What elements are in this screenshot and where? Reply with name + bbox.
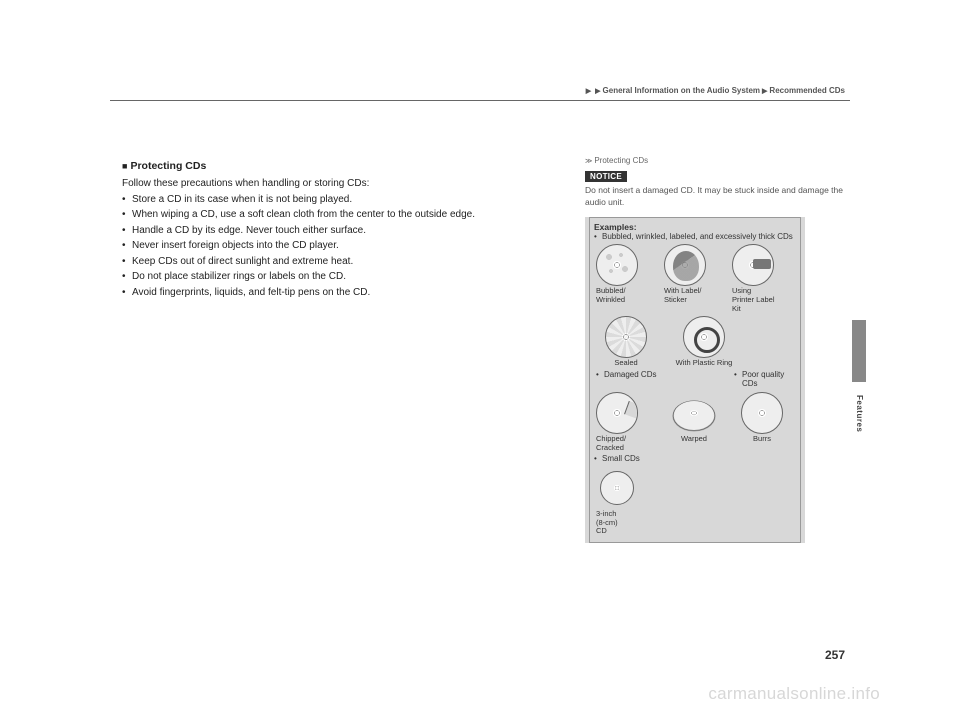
group-label: Small CDs — [594, 454, 796, 464]
cd-label: With Label/ Sticker — [664, 287, 702, 304]
cd-row: 3-inch (8-cm) CD — [594, 467, 796, 536]
cd-label: Sealed — [614, 359, 637, 368]
examples-box: Examples: Bubbled, wrinkled, labeled, an… — [585, 217, 805, 543]
section-title: ■Protecting CDs — [122, 158, 552, 174]
cd-label: Bubbled/ Wrinkled — [596, 287, 626, 304]
list-item: Store a CD in its case when it is not be… — [122, 192, 552, 208]
list-item: Avoid fingerprints, liquids, and felt-ti… — [122, 285, 552, 301]
notice-text: Do not insert a damaged CD. It may be st… — [585, 185, 850, 209]
chevron-right-icon: ▶ — [586, 87, 591, 95]
cd-item: Chipped/ Cracked — [596, 392, 656, 452]
notice-badge: NOTICE — [585, 171, 627, 182]
list-item: Handle a CD by its edge. Never touch eit… — [122, 223, 552, 239]
group-label: Poor quality CDs — [734, 370, 792, 389]
section-tab — [852, 320, 866, 382]
group-label: Bubbled, wrinkled, labeled, and excessiv… — [594, 232, 796, 242]
side-column: ≫Protecting CDs NOTICE Do not insert a d… — [585, 156, 850, 547]
group-label: Damaged CDs — [596, 370, 656, 389]
cd-sealed-icon — [605, 316, 647, 358]
section-title-text: Protecting CDs — [130, 160, 206, 172]
cd-row: Chipped/ Cracked Warped Burrs — [594, 392, 796, 452]
section-tab-label: Features — [855, 395, 864, 432]
cd-ring-icon — [683, 316, 725, 358]
square-bullet-icon: ■ — [122, 161, 127, 171]
cd-row: Bubbled/ Wrinkled With Label/ Sticker Us… — [594, 244, 796, 313]
list-item: Do not place stabilizer rings or labels … — [122, 269, 552, 285]
cd-bubbled-icon — [596, 244, 638, 286]
cd-label: Using Printer Label Kit — [732, 287, 775, 313]
cd-label: Warped — [681, 435, 707, 444]
cd-small-icon — [600, 471, 634, 505]
cd-item: Burrs — [732, 392, 792, 452]
cd-burrs-icon — [741, 392, 783, 434]
breadcrumb-part2: Recommended CDs — [769, 86, 845, 95]
main-column: ■Protecting CDs Follow these precautions… — [122, 158, 552, 300]
cd-sticker-icon — [664, 244, 706, 286]
list-item: When wiping a CD, use a soft clean cloth… — [122, 207, 552, 223]
side-heading-text: Protecting CDs — [594, 156, 648, 165]
cd-item: With Label/ Sticker — [664, 244, 724, 313]
list-item: Never insert foreign objects into the CD… — [122, 238, 552, 254]
intro-text: Follow these precautions when handling o… — [122, 176, 552, 192]
page-number: 257 — [825, 648, 845, 662]
examples-inner: Examples: Bubbled, wrinkled, labeled, an… — [589, 217, 801, 543]
cd-item: With Plastic Ring — [664, 316, 744, 368]
cd-item: Bubbled/ Wrinkled — [596, 244, 656, 313]
list-item: Keep CDs out of direct sunlight and extr… — [122, 254, 552, 270]
breadcrumb: ▶▶General Information on the Audio Syste… — [584, 86, 845, 95]
chevron-icon: ≫ — [585, 158, 592, 165]
cd-printer-icon — [732, 244, 774, 286]
watermark: carmanualsonline.info — [708, 684, 880, 704]
cd-chipped-icon — [596, 392, 638, 434]
cd-label: Chipped/ Cracked — [596, 435, 626, 452]
chevron-right-icon: ▶ — [595, 87, 600, 95]
cd-label: With Plastic Ring — [676, 359, 733, 368]
cd-label: 3-inch (8-cm) CD — [596, 510, 618, 536]
cd-item: Warped — [664, 392, 724, 452]
cd-item: 3-inch (8-cm) CD — [596, 467, 656, 536]
cd-item: Using Printer Label Kit — [732, 244, 792, 313]
cd-row: Sealed With Plastic Ring — [594, 316, 796, 368]
cd-label: Burrs — [753, 435, 771, 444]
group-row: Damaged CDs Poor quality CDs — [594, 370, 796, 389]
side-heading: ≫Protecting CDs — [585, 156, 850, 165]
breadcrumb-part1: General Information on the Audio System — [603, 86, 761, 95]
cd-warped-icon — [668, 401, 720, 432]
examples-title: Examples: — [594, 222, 796, 232]
precautions-list: Store a CD in its case when it is not be… — [122, 192, 552, 301]
cd-item: Sealed — [596, 316, 656, 368]
header-divider — [110, 100, 850, 101]
chevron-right-icon: ▶ — [762, 87, 767, 95]
